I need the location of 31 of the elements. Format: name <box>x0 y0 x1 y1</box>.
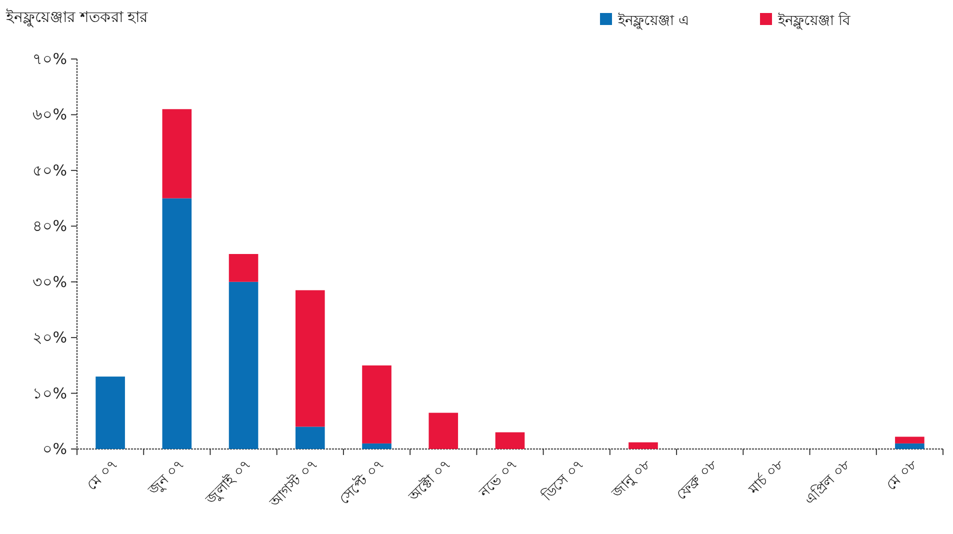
x-tick-label: মে ০৮ <box>883 456 921 494</box>
bar <box>228 254 258 282</box>
bar <box>96 376 125 449</box>
bar <box>162 198 192 449</box>
bar <box>495 432 525 449</box>
x-tick-label: জুন ০৭ <box>145 456 188 500</box>
y-tick-label: ২০% <box>32 328 67 347</box>
bar <box>296 290 325 427</box>
x-tick-label: জানু ০৮ <box>608 456 654 502</box>
y-tick-label: ০% <box>42 440 67 458</box>
y-tick-label: ৭০% <box>32 50 67 68</box>
legend-label: ইনফ্লুয়েঞ্জা বি <box>777 12 850 30</box>
bar <box>228 282 258 449</box>
bar <box>296 426 325 449</box>
bar <box>628 442 658 449</box>
chart-title: ইনফ্লুয়েঞ্জার শতকরা হার <box>5 8 149 27</box>
x-tick-label: নভে ০৭ <box>476 456 521 502</box>
bar <box>428 412 458 449</box>
y-tick-label: ৬০% <box>32 106 67 124</box>
bar <box>895 443 924 449</box>
y-tick-label: ১০% <box>32 384 67 402</box>
x-tick-label: মে ০৭ <box>84 456 122 494</box>
y-tick-label: ৩০% <box>32 272 67 291</box>
bar <box>362 365 392 444</box>
bar <box>895 436 924 444</box>
bar <box>362 443 392 449</box>
legend-label: ইনফ্লুয়েঞ্জা এ <box>617 12 690 30</box>
x-tick-label: মার্চ ০৮ <box>744 456 788 499</box>
y-tick-label: ৫০% <box>32 161 67 180</box>
bar <box>162 109 192 198</box>
y-tick-label: ৪০% <box>32 217 67 236</box>
